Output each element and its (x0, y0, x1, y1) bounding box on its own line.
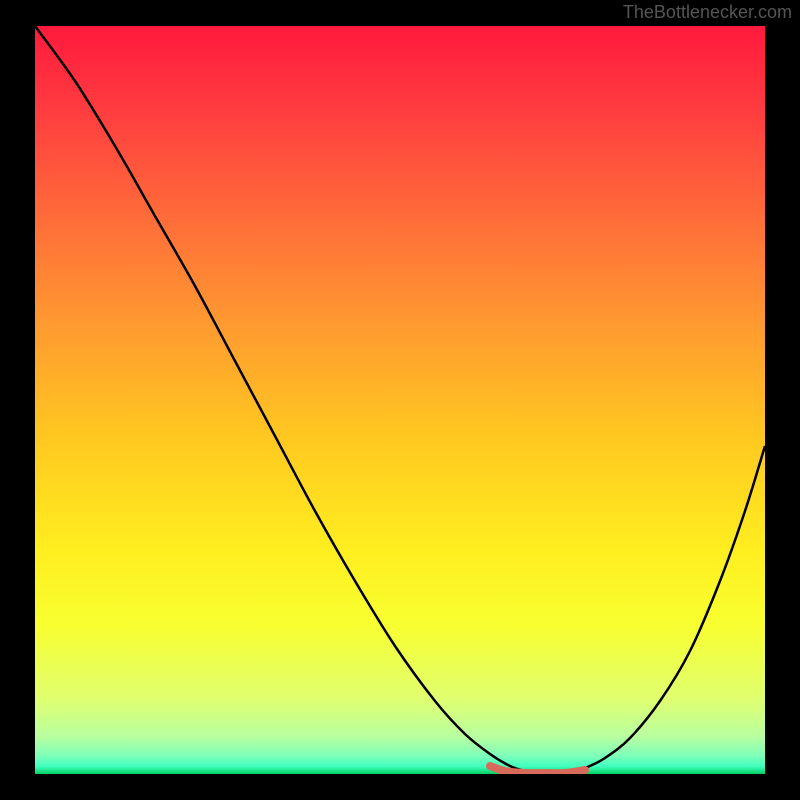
attribution-text: TheBottlenecker.com (623, 2, 792, 23)
plot-svg (35, 26, 765, 774)
gradient-background (35, 26, 765, 774)
bottleneck-plot (35, 26, 765, 774)
